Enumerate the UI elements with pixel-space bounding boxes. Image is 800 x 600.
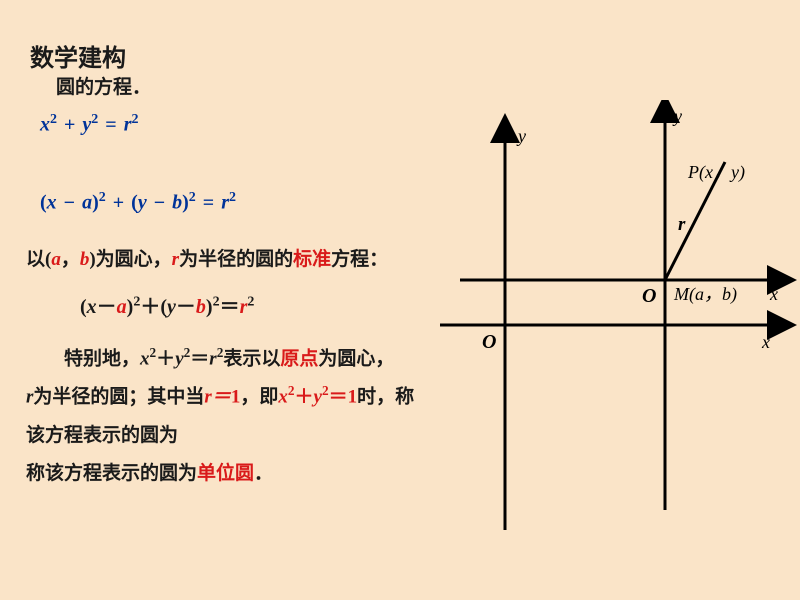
svg-text:M(a，b): M(a，b) bbox=[673, 284, 737, 305]
equation-2: (x − a)2 + (y − b)2 = r2 bbox=[40, 190, 236, 215]
paragraph-special: 特别地，x2＋y2＝r2表示以原点为圆心， r为半径的圆；其中当r＝1，即x2＋… bbox=[26, 340, 426, 493]
svg-text:x: x bbox=[761, 332, 770, 352]
svg-text:y: y bbox=[516, 126, 526, 146]
svg-text:O: O bbox=[642, 285, 656, 307]
equation-1: x2 + y2 = r2 bbox=[40, 112, 139, 137]
svg-text:r: r bbox=[678, 214, 686, 235]
page-subtitle: 圆的方程． bbox=[56, 72, 151, 99]
svg-text:O: O bbox=[482, 331, 496, 353]
equation-3: (x－a)2＋(y－b)2＝r2 bbox=[80, 290, 254, 319]
svg-text:x: x bbox=[769, 284, 778, 304]
svg-text:P(x，y): P(x，y) bbox=[687, 162, 745, 183]
statement-standard: 以(a，b)为圆心，r为半径的圆的标准方程： bbox=[26, 245, 388, 275]
coordinate-diagram: y x O y x O M(a，b) P(x，y) r bbox=[440, 100, 800, 530]
page-title: 数学建构 bbox=[30, 38, 126, 73]
svg-text:y: y bbox=[672, 106, 682, 126]
